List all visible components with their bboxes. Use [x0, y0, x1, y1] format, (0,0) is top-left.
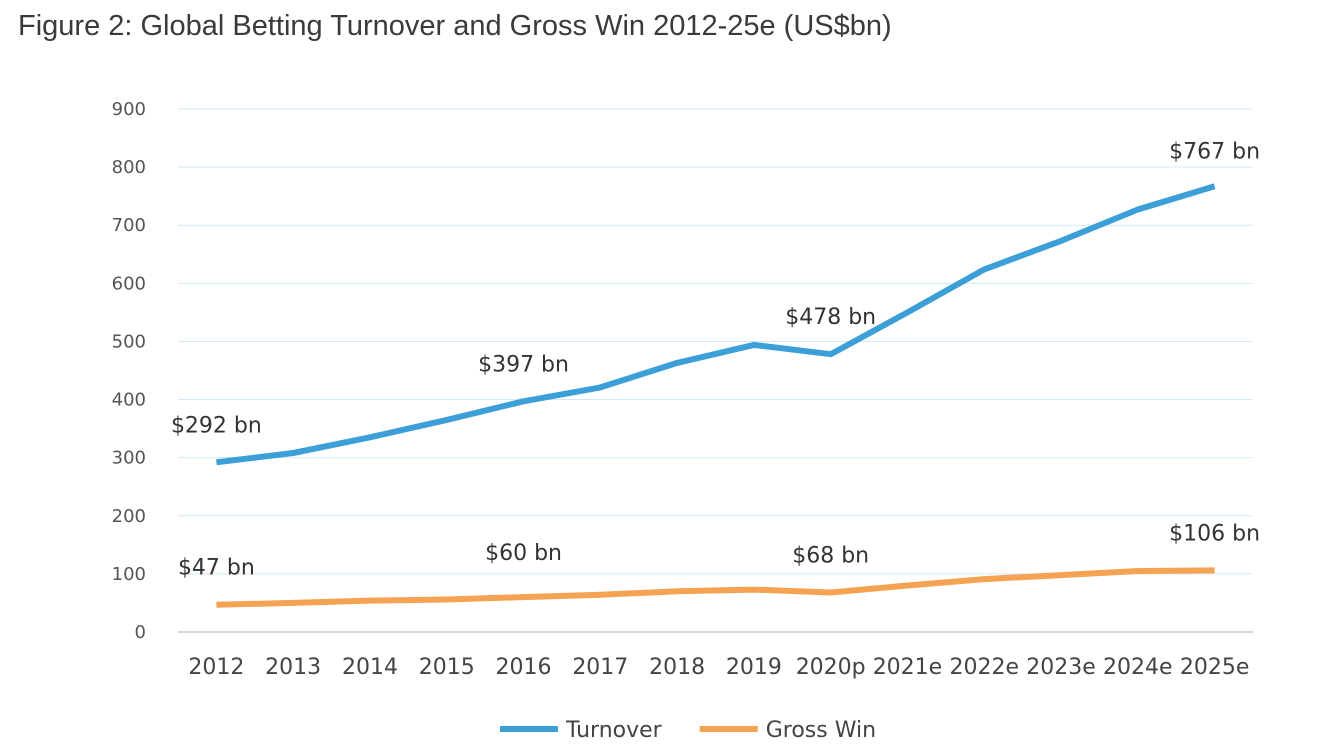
legend-label: Gross Win	[766, 718, 876, 743]
x-tick-label: 2014	[342, 655, 398, 680]
x-tick-label: 2025e	[1180, 655, 1250, 680]
x-axis-ticks: 2012 2013 2014 2015 2016 2017 2018 2019 2020p 202…	[188, 655, 1249, 680]
data-label: $767 bn	[1169, 139, 1260, 164]
y-tick-label: 700	[112, 215, 146, 236]
x-tick-label: 2015	[419, 655, 475, 680]
data-label: $60 bn	[485, 541, 562, 566]
data-label: $68 bn	[792, 543, 869, 568]
series-line-turnover	[216, 183, 1216, 466]
y-tick-label: 800	[112, 157, 146, 178]
y-axis-ticks: 0 100 200 300 400 500 600 700 800 900	[112, 99, 146, 643]
legend: Turnover Gross Win	[500, 718, 876, 743]
x-tick-label: 2017	[572, 655, 628, 680]
series-line-gross-win	[216, 567, 1215, 608]
data-labels: $292 bn $397 bn $478 bn $767 bn $47 bn $60 bn…	[171, 139, 1260, 580]
x-tick-label: 2018	[649, 655, 705, 680]
x-tick-label: 2021e	[873, 655, 943, 680]
grid-lines	[178, 108, 1253, 633]
data-label: $478 bn	[785, 305, 876, 330]
x-tick-label: 2024e	[1103, 655, 1173, 680]
data-label: $106 bn	[1169, 521, 1260, 546]
x-tick-label: 2022e	[949, 655, 1019, 680]
data-label: $47 bn	[178, 556, 255, 581]
x-tick-label: 2020p	[796, 655, 866, 680]
data-label: $397 bn	[478, 352, 569, 377]
y-tick-label: 200	[112, 506, 146, 527]
x-tick-label: 2023e	[1026, 655, 1096, 680]
x-tick-label: 2012	[188, 655, 244, 680]
y-tick-label: 400	[112, 390, 146, 411]
x-tick-label: 2016	[496, 655, 552, 680]
data-label: $292 bn	[171, 413, 262, 438]
series-lines	[216, 183, 1216, 608]
y-tick-label: 500	[112, 331, 146, 352]
legend-label: Turnover	[565, 718, 663, 743]
y-tick-label: 100	[112, 564, 146, 585]
y-tick-label: 0	[135, 622, 146, 643]
x-tick-label: 2013	[265, 655, 321, 680]
x-tick-label: 2019	[726, 655, 782, 680]
y-tick-label: 300	[112, 448, 146, 469]
y-tick-label: 600	[112, 273, 146, 294]
chart-title: Figure 2: Global Betting Turnover and Gr…	[18, 10, 892, 42]
y-tick-label: 900	[112, 99, 146, 120]
